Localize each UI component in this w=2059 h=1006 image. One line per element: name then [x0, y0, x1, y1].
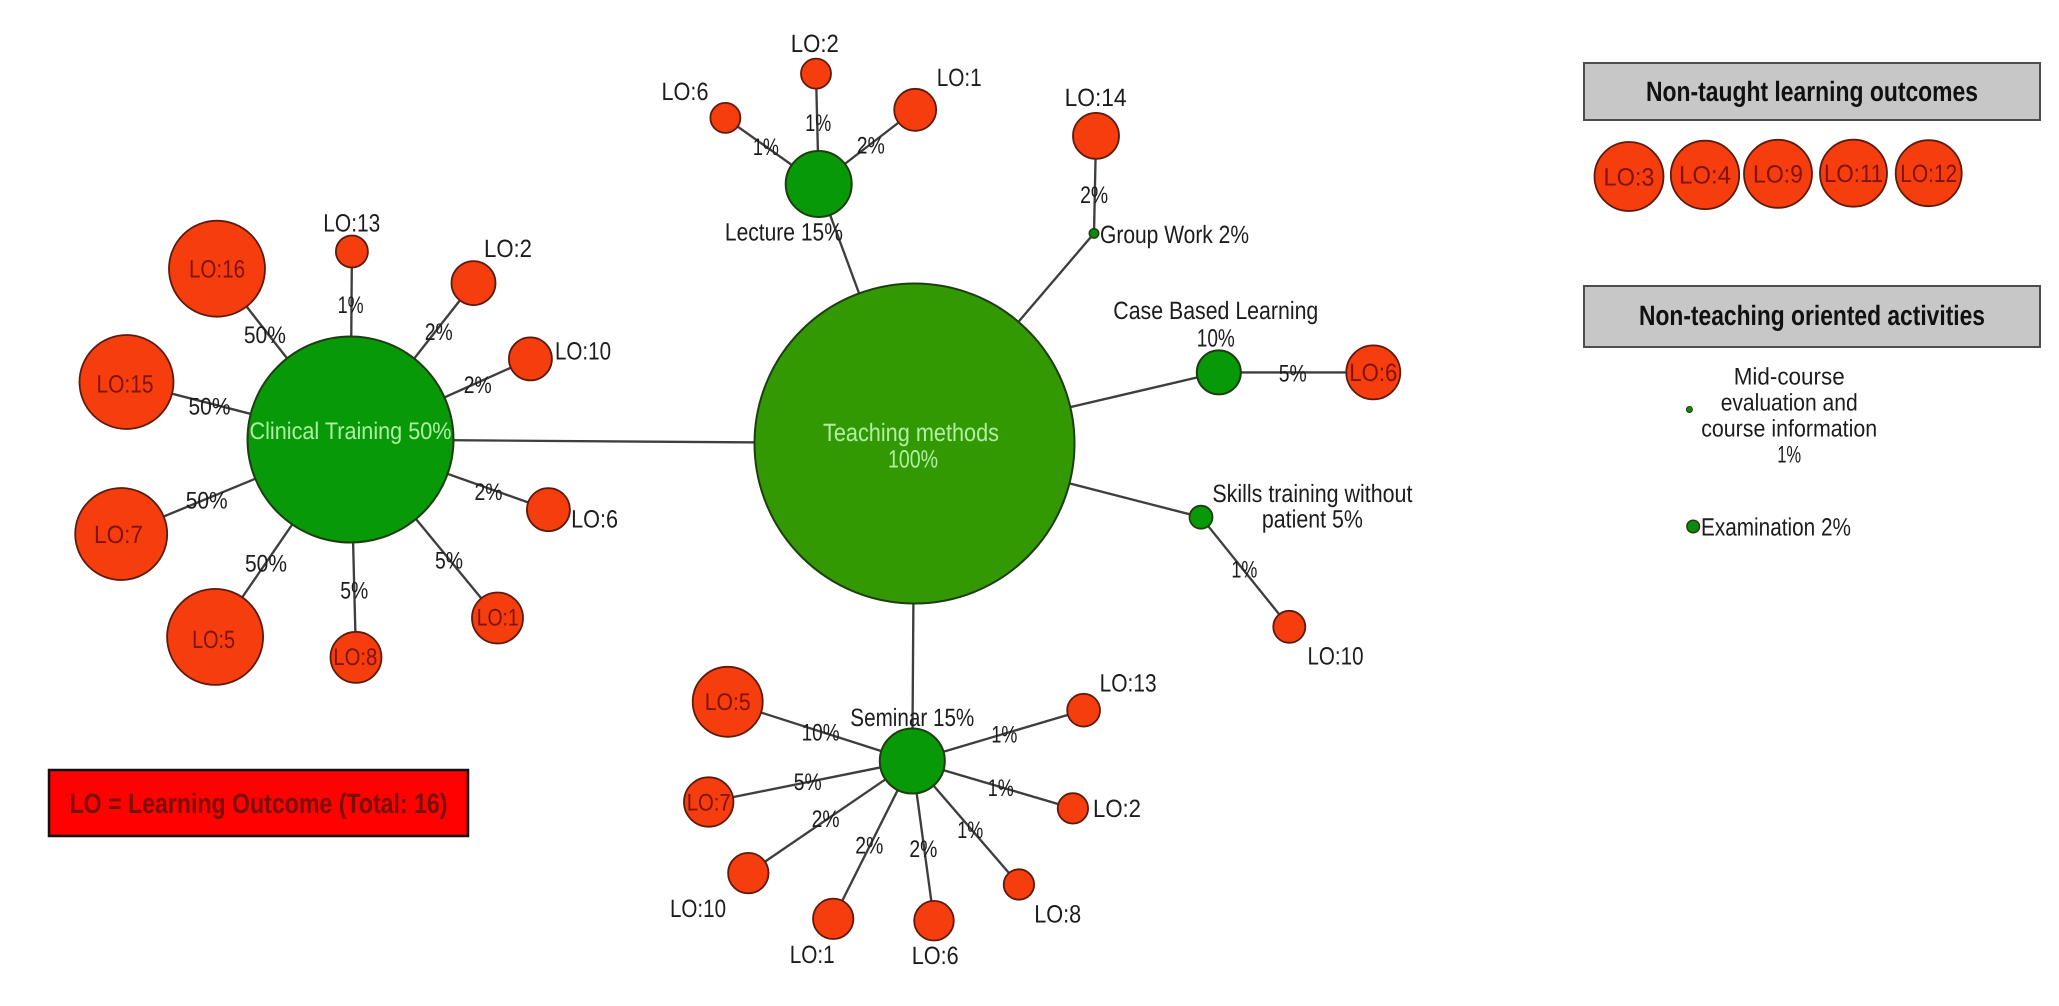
svg-text:LO:1: LO:1 [937, 64, 982, 92]
svg-text:50%: 50% [244, 322, 286, 349]
svg-text:2%: 2% [425, 319, 453, 346]
svg-text:Teaching methods: Teaching methods [823, 419, 999, 447]
svg-text:LO:2: LO:2 [1093, 795, 1141, 823]
svg-text:5%: 5% [435, 547, 463, 574]
svg-text:1%: 1% [957, 817, 983, 844]
svg-text:evaluation and: evaluation and [1721, 390, 1858, 417]
svg-text:LO:11: LO:11 [1824, 160, 1883, 188]
svg-text:LO:10: LO:10 [1308, 642, 1364, 670]
svg-text:Seminar 15%: Seminar 15% [850, 704, 974, 732]
svg-text:LO:14: LO:14 [1065, 84, 1127, 112]
svg-text:Case Based Learning: Case Based Learning [1113, 297, 1318, 325]
svg-text:LO:1: LO:1 [477, 605, 519, 632]
svg-text:1%: 1% [1231, 556, 1257, 583]
svg-text:LO:2: LO:2 [791, 30, 839, 58]
svg-text:LO:12: LO:12 [1900, 160, 1957, 188]
svg-text:LO:6: LO:6 [1349, 359, 1397, 387]
svg-text:LO:5: LO:5 [705, 689, 751, 716]
svg-text:LO:9: LO:9 [1753, 161, 1803, 189]
svg-text:1%: 1% [753, 134, 779, 161]
svg-text:2%: 2% [464, 372, 492, 399]
svg-text:5%: 5% [340, 578, 368, 605]
svg-text:LO:13: LO:13 [323, 209, 380, 237]
svg-text:100%: 100% [888, 446, 938, 474]
svg-text:LO:16: LO:16 [189, 255, 245, 283]
svg-text:LO:6: LO:6 [571, 505, 618, 533]
svg-text:2%: 2% [812, 806, 840, 833]
svg-text:5%: 5% [794, 769, 822, 796]
svg-text:Non-teaching oriented activiti: Non-teaching oriented activities [1639, 300, 1985, 331]
svg-text:LO:6: LO:6 [912, 942, 959, 970]
svg-text:1%: 1% [338, 292, 364, 319]
svg-text:LO:15: LO:15 [97, 370, 154, 398]
svg-text:LO:8: LO:8 [1034, 901, 1081, 929]
svg-text:10%: 10% [802, 720, 840, 747]
svg-text:Non-taught learning outcomes: Non-taught learning outcomes [1646, 76, 1978, 107]
svg-text:LO:13: LO:13 [1100, 670, 1157, 698]
svg-text:50%: 50% [189, 393, 231, 420]
svg-text:course information: course information [1701, 416, 1877, 443]
svg-text:Skills training without: Skills training without [1212, 480, 1412, 508]
svg-text:Lecture 15%: Lecture 15% [725, 219, 843, 247]
svg-text:LO = Learning Outcome (Total:: LO = Learning Outcome (Total: 16) [70, 788, 448, 819]
svg-text:LO:8: LO:8 [333, 644, 377, 671]
svg-text:LO:6: LO:6 [662, 78, 709, 106]
svg-text:50%: 50% [186, 487, 228, 514]
svg-text:Group Work 2%: Group Work 2% [1100, 221, 1249, 249]
svg-text:LO:1: LO:1 [790, 941, 835, 969]
svg-text:10%: 10% [1197, 324, 1235, 352]
svg-text:Clinical Training 50%: Clinical Training 50% [250, 418, 452, 445]
svg-text:Mid-course: Mid-course [1734, 364, 1845, 391]
svg-text:LO:4: LO:4 [1679, 162, 1731, 190]
svg-text:LO:10: LO:10 [555, 338, 611, 366]
svg-text:2%: 2% [855, 833, 883, 860]
svg-text:50%: 50% [245, 550, 287, 577]
svg-text:LO:10: LO:10 [670, 895, 726, 923]
svg-text:1%: 1% [991, 722, 1017, 749]
svg-text:1%: 1% [1777, 442, 1801, 469]
svg-text:LO:5: LO:5 [192, 626, 235, 654]
svg-text:LO:7: LO:7 [94, 521, 143, 549]
svg-text:LO:2: LO:2 [484, 235, 532, 263]
svg-text:5%: 5% [1279, 361, 1307, 388]
svg-text:patient 5%: patient 5% [1262, 505, 1363, 533]
svg-text:1%: 1% [988, 775, 1014, 802]
svg-text:1%: 1% [805, 110, 831, 137]
svg-text:Examination 2%: Examination 2% [1701, 514, 1851, 542]
svg-text:LO:7: LO:7 [687, 789, 731, 816]
svg-text:LO:3: LO:3 [1604, 163, 1655, 191]
svg-text:2%: 2% [909, 836, 937, 863]
svg-text:2%: 2% [857, 132, 885, 159]
svg-text:2%: 2% [475, 479, 503, 506]
svg-text:2%: 2% [1080, 182, 1108, 209]
